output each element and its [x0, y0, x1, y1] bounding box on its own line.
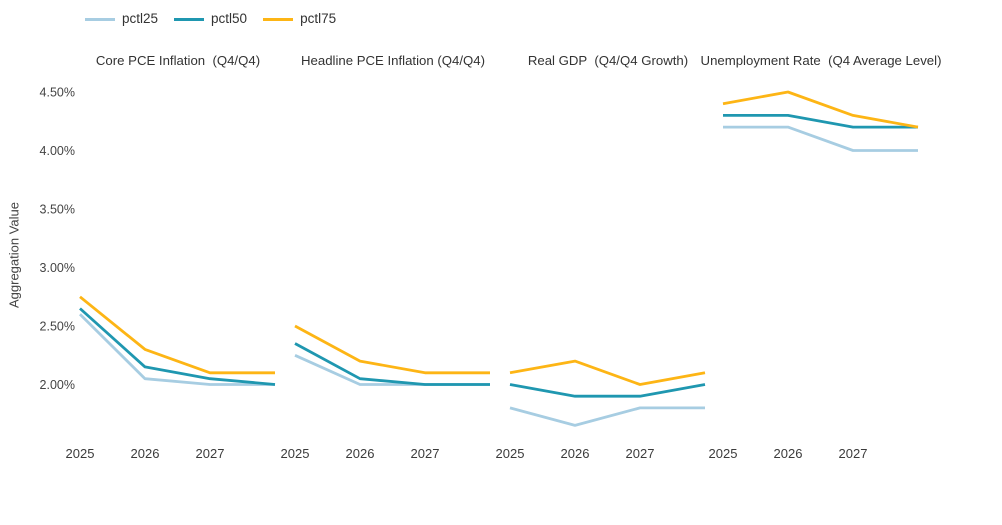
- line-pctl50-facet-0: [79, 307, 276, 386]
- facet-title-1: Headline PCE Inflation (Q4/Q4): [301, 53, 485, 68]
- x-tick-label: 2026: [346, 446, 375, 461]
- line-pctl75-facet-2: [509, 359, 706, 386]
- line-pctl50-facet-1: [294, 342, 490, 386]
- legend: pctl25 pctl50 pctl75: [85, 11, 336, 27]
- line-pctl50-facet-2: [509, 383, 706, 398]
- x-tick-label: 2026: [131, 446, 160, 461]
- facet-title-2: Real GDP (Q4/Q4 Growth): [527, 53, 689, 68]
- x-tick-label: 2027: [411, 446, 440, 461]
- facet-title-0: Core PCE Inflation (Q4/Q4): [95, 53, 261, 68]
- x-tick-label: 2025: [709, 446, 738, 461]
- line-pctl25-facet-3: [723, 125, 918, 152]
- legend-item-pctl75[interactable]: pctl75: [263, 11, 336, 27]
- line-pctl75-facet-0: [79, 295, 275, 375]
- y-tick-label: 2.50%: [40, 320, 75, 334]
- legend-swatch-pctl25: [85, 17, 115, 21]
- line-pctl75-facet-1: [294, 324, 490, 375]
- legend-item-pctl25[interactable]: pctl25: [85, 11, 158, 27]
- legend-swatch-pctl50: [174, 17, 205, 21]
- x-tick-label: 2027: [626, 446, 655, 461]
- y-tick-label: 3.50%: [40, 203, 75, 217]
- x-tick-label: 2025: [66, 446, 95, 461]
- x-tick-label: 2027: [839, 446, 868, 461]
- legend-label: pctl25: [122, 11, 159, 26]
- line-pctl25-facet-0: [79, 313, 275, 386]
- x-tick-label: 2026: [561, 446, 590, 461]
- facet-title-3: Unemployment Rate (Q4 Average Level): [700, 53, 942, 68]
- x-tick-label: 2025: [496, 446, 525, 461]
- line-pctl25-facet-2: [509, 406, 705, 427]
- x-tick-label: 2026: [774, 446, 803, 461]
- y-axis-title: Aggregation Value: [6, 201, 22, 309]
- legend-label: pctl50: [211, 11, 248, 26]
- x-tick-label: 2025: [281, 446, 310, 461]
- y-tick-label: 3.00%: [40, 261, 75, 275]
- y-tick-label: 4.00%: [40, 144, 75, 158]
- legend-item-pctl50[interactable]: pctl50: [174, 11, 247, 27]
- legend-label: pctl75: [300, 11, 337, 26]
- line-pctl75-facet-3: [722, 90, 919, 129]
- line-pctl50-facet-3: [723, 114, 918, 129]
- legend-swatch-pctl75: [263, 17, 294, 21]
- x-tick-label: 2027: [196, 446, 225, 461]
- y-tick-label: 2.00%: [40, 378, 75, 392]
- y-tick-label: 4.50%: [40, 86, 75, 100]
